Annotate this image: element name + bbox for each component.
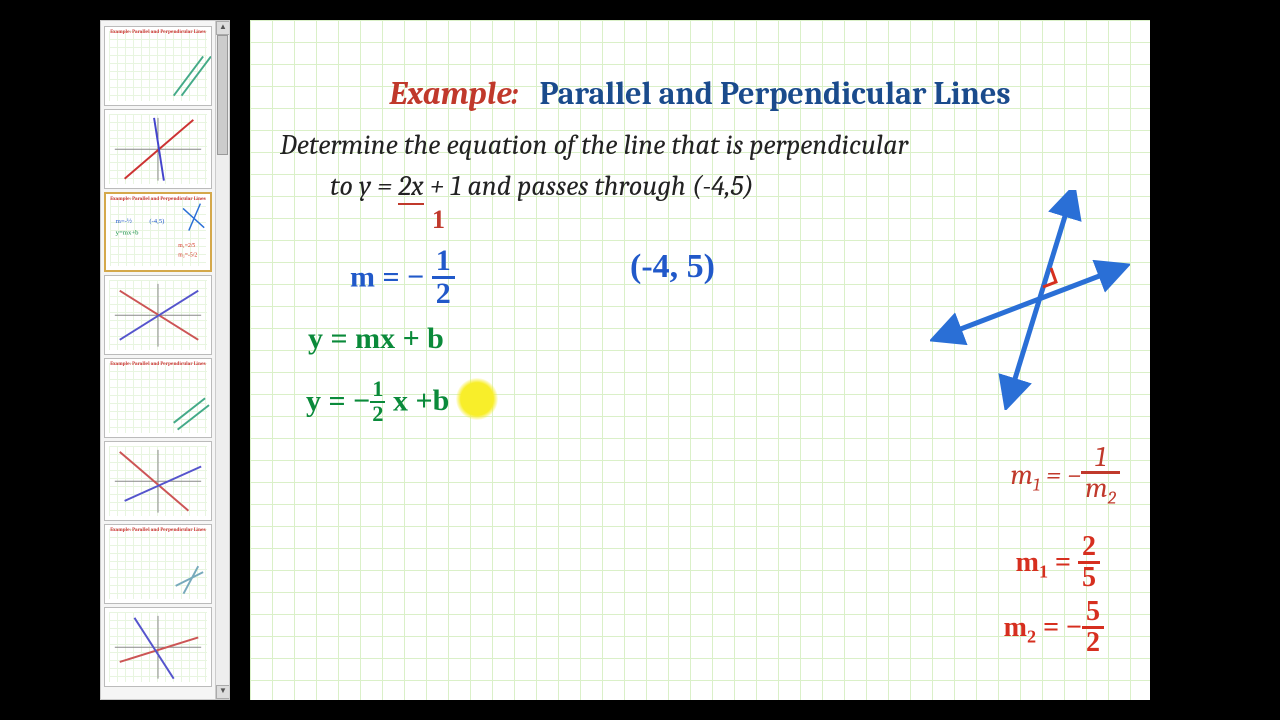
thumbnail-7[interactable]: Example: Parallel and Perpendicular Line… [104,524,212,604]
thumbnail-4[interactable] [104,275,212,355]
substituted-equation: y = −12 x +b [306,380,449,427]
slide-title: Example: Parallel and Perpendicular Line… [250,75,1150,112]
denominator-annotation: 1 [432,205,445,235]
thumbnail-1[interactable]: Example: Parallel and Perpendicular Line… [104,26,212,106]
slope-equation: m = − 12 [350,248,455,311]
prompt-line1: Determine the equation of the line that … [280,129,908,161]
thumbnail-list: Example: Parallel and Perpendicular Line… [101,21,215,699]
scroll-up-icon[interactable]: ▲ [216,21,230,35]
svg-text:m₂=-5/2: m₂=-5/2 [178,253,197,259]
slide-thumbnail-panel: Example: Parallel and Perpendicular Line… [100,20,230,700]
scrollbar-thumb[interactable] [217,35,228,155]
scroll-down-icon[interactable]: ▼ [216,685,230,699]
thumbnail-6[interactable] [104,441,212,521]
svg-text:(-4,5): (-4,5) [149,218,164,225]
thumbnail-scrollbar[interactable]: ▲ ▼ [215,21,229,699]
svg-text:m₁=2/5: m₁=2/5 [178,243,195,249]
title-example-label: Example: [389,75,518,112]
title-topic: Parallel and Perpendicular Lines [539,75,1010,112]
svg-text:y=mx+b: y=mx+b [116,229,140,236]
perpendicular-slope-rule: m1 = −1m2 [1010,445,1120,510]
svg-text:m=-½: m=-½ [116,218,132,225]
m2-value: m2 = −52 [1004,600,1104,659]
thumbnail-5[interactable]: Example: Parallel and Perpendicular Line… [104,358,212,438]
slope-intercept-form: y = mx + b [308,322,444,356]
thumbnail-8[interactable] [104,607,212,687]
main-slide: Example: Parallel and Perpendicular Line… [250,20,1150,700]
m1-value: m1 = 25 [1016,535,1100,594]
thumbnail-3[interactable]: Example: Parallel and Perpendicular Line… [104,192,212,272]
given-point: (-4, 5) [630,248,715,286]
highlight-cursor-icon [456,378,498,420]
perpendicular-lines-diagram [930,190,1130,410]
slide-content: Example: Parallel and Perpendicular Line… [250,20,1150,700]
thumbnail-2[interactable] [104,109,212,189]
